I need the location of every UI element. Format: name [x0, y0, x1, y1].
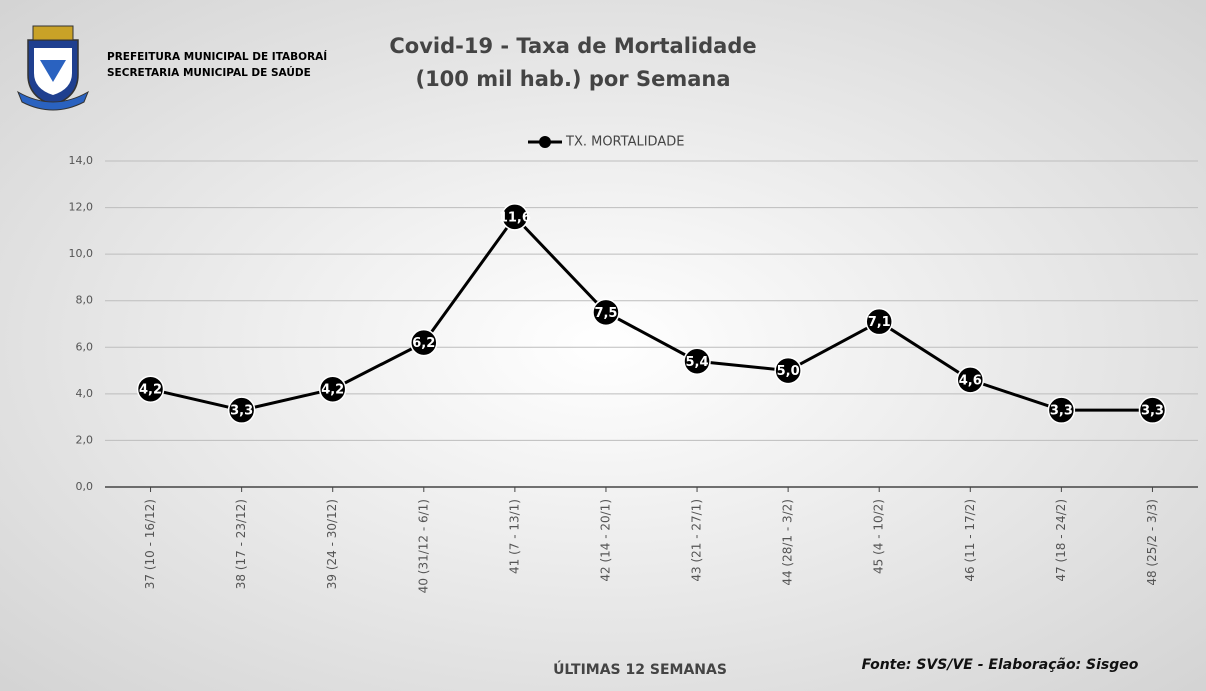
header-line: PREFEITURA MUNICIPAL DE ITABORAÍ [107, 50, 327, 63]
x-tick-label: 42 (14 - 20/1) [598, 499, 612, 582]
x-tick-label: 39 (24 - 30/12) [325, 499, 339, 589]
x-tick-label: 44 (28/1 - 3/2) [781, 499, 795, 586]
point [683, 347, 711, 376]
x-tick-label: 46 (11 - 17/2) [963, 499, 977, 582]
x-tick-label: 38 (17 - 23/12) [234, 499, 248, 589]
y-tick-label: 10,0 [69, 247, 94, 260]
data-label: 5,0 [777, 364, 800, 379]
y-tick-label: 14,0 [69, 154, 94, 167]
chart-title: Covid-19 - Taxa de Mortalidade [389, 34, 756, 58]
point [410, 328, 438, 357]
data-label: 4,6 [959, 373, 982, 388]
data-label: 3,3 [1141, 404, 1164, 419]
chart-title: (100 mil hab.) por Semana [415, 67, 730, 91]
x-tick-label: 48 (25/2 - 3/3) [1145, 499, 1159, 586]
data-label: 6,2 [412, 336, 435, 351]
point [592, 298, 620, 327]
source: Fonte: SVS/VE - Elaboração: Sisgeo [862, 657, 1139, 673]
y-tick-label: 8,0 [76, 294, 94, 307]
legend-label: TX. MORTALIDADE [565, 135, 684, 150]
point [501, 203, 529, 231]
y-tick-label: 6,0 [76, 340, 94, 353]
point [1138, 396, 1167, 424]
data-label: 3,3 [1050, 404, 1073, 419]
point [1047, 396, 1076, 424]
point [956, 366, 985, 394]
x-tick-label: 43 (21 - 27/1) [690, 499, 704, 582]
legend-marker [539, 136, 551, 148]
point [318, 375, 347, 403]
x-tick-label: 41 (7 - 13/1) [507, 499, 521, 574]
point [774, 356, 802, 385]
x-axis-label: ÚLTIMAS 12 SEMANAS [553, 660, 727, 678]
data-label: 11,6 [499, 210, 531, 225]
series-line [150, 215, 1153, 412]
y-tick-label: 4,0 [76, 387, 94, 400]
header-line: SECRETARIA MUNICIPAL DE SAÚDE [107, 66, 311, 79]
point [227, 396, 256, 424]
data-label: 5,4 [686, 355, 709, 370]
y-tick-label: 12,0 [69, 201, 94, 214]
logo [17, 25, 89, 111]
y-tick-label: 2,0 [76, 433, 94, 446]
data-label: 3,3 [230, 404, 253, 419]
x-tick-label: 40 (31/12 - 6/1) [416, 499, 430, 593]
data-label: 4,2 [321, 383, 344, 398]
y-tick-label: 0,0 [76, 480, 94, 493]
data-label: 7,1 [868, 315, 891, 330]
point [865, 307, 893, 336]
x-tick-label: 47 (18 - 24/2) [1054, 499, 1068, 582]
data-label: 7,5 [594, 306, 617, 321]
data-label: 4,2 [139, 383, 162, 398]
point [136, 375, 165, 403]
x-tick-label: 45 (4 - 10/2) [872, 499, 886, 574]
x-tick-label: 37 (10 - 16/12) [143, 499, 157, 589]
